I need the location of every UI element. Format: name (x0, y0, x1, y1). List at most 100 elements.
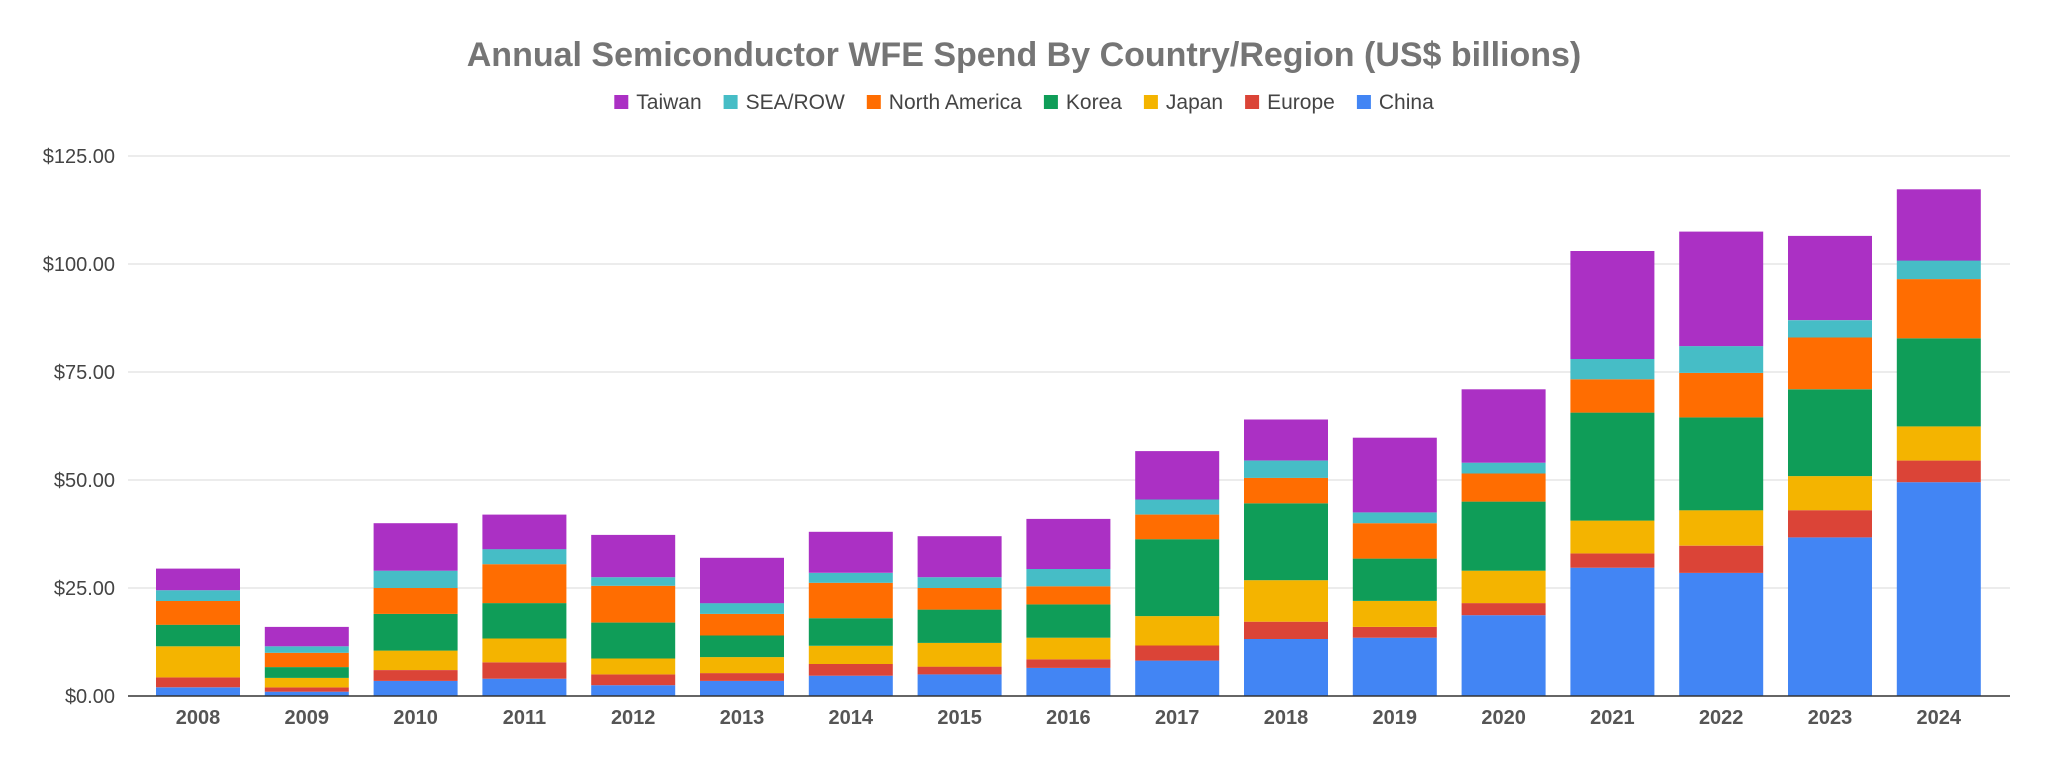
bar-segment-korea-2020 (1461, 501, 1546, 571)
bar-segment-japan-2015 (917, 642, 1002, 667)
x-tick-label: 2016 (1046, 707, 1091, 729)
bar-segment-sea-row-2014 (808, 572, 893, 583)
legend-label: Europe (1267, 91, 1335, 114)
bar-segment-japan-2014 (808, 645, 893, 664)
bar-segment-china-2014 (808, 675, 893, 696)
legend-item-taiwan: Taiwan (614, 91, 702, 114)
bar-segment-north-america-2014 (808, 582, 893, 619)
bar-segment-sea-row-2020 (1461, 462, 1546, 474)
bar-segment-japan-2012 (591, 658, 676, 675)
y-axis: $0.00 $25.00 $50.00 $75.00 $100.00 $125.00 (43, 146, 115, 708)
chart-title: Annual Semiconductor WFE Spend By Countr… (467, 36, 1581, 74)
bar-segment-europe-2016 (1026, 659, 1111, 668)
bar-segment-china-2009 (264, 691, 349, 696)
bar-segment-europe-2012 (591, 674, 676, 686)
bar-stack-2017 (1135, 451, 1220, 696)
bar-segment-taiwan-2018 (1244, 419, 1328, 461)
bar-segment-europe-2008 (156, 677, 240, 688)
bar-segment-taiwan-2013 (700, 557, 784, 604)
bar-segment-taiwan-2009 (264, 626, 349, 647)
x-tick-label: 2012 (611, 707, 656, 729)
bar-segment-north-america-2024 (1896, 279, 1981, 339)
x-tick-label: 2020 (1481, 707, 1526, 729)
bar-segment-korea-2009 (264, 667, 349, 678)
bar-segment-sea-row-2023 (1788, 320, 1872, 338)
bar-segment-japan-2016 (1026, 637, 1111, 660)
x-tick-label: 2013 (720, 707, 765, 729)
legend-label: Japan (1166, 91, 1223, 114)
bar-stack-2024 (1896, 189, 1981, 696)
bar-segment-taiwan-2024 (1896, 189, 1981, 261)
x-tick-label: 2008 (176, 707, 221, 729)
bar-segment-korea-2024 (1896, 338, 1981, 427)
bar-segment-taiwan-2020 (1461, 389, 1546, 463)
bar-segment-europe-2023 (1788, 510, 1872, 538)
bar-segment-sea-row-2008 (156, 590, 240, 601)
legend-item-sea-row: SEA/ROW (723, 91, 845, 114)
bar-segment-china-2023 (1788, 537, 1872, 696)
bar-segment-taiwan-2008 (156, 568, 240, 591)
bar-segment-europe-2017 (1135, 645, 1220, 661)
legend-label: Taiwan (636, 91, 701, 114)
bar-segment-north-america-2009 (264, 652, 349, 668)
legend-swatch (1043, 95, 1058, 109)
bar-stack-2019 (1352, 437, 1437, 696)
bar-segment-japan-2020 (1461, 570, 1546, 604)
legend-swatch (614, 95, 629, 109)
x-tick-label: 2017 (1155, 707, 1200, 729)
y-tick-label: $50.00 (54, 470, 115, 492)
bar-segment-japan-2021 (1570, 520, 1655, 554)
bar-segment-europe-2024 (1896, 460, 1981, 483)
bar-segment-europe-2020 (1461, 603, 1546, 616)
bar-segment-north-america-2012 (591, 585, 676, 623)
bars (156, 189, 1981, 696)
bar-stack-2013 (700, 557, 784, 696)
bar-segment-korea-2023 (1788, 389, 1872, 477)
legend-label: Korea (1066, 91, 1122, 114)
x-tick-label: 2022 (1699, 707, 1744, 729)
x-tick-label: 2019 (1373, 707, 1418, 729)
bar-segment-sea-row-2024 (1896, 260, 1981, 280)
bar-segment-sea-row-2012 (591, 577, 676, 586)
bar-segment-korea-2016 (1026, 604, 1111, 638)
bar-segment-europe-2010 (373, 670, 458, 681)
y-tick-label: $75.00 (54, 362, 115, 384)
bar-segment-china-2020 (1461, 615, 1546, 696)
bar-segment-china-2021 (1570, 567, 1655, 696)
x-tick-label: 2018 (1264, 707, 1309, 729)
bar-segment-japan-2019 (1352, 601, 1437, 627)
bar-segment-north-america-2011 (482, 564, 567, 604)
bar-segment-china-2016 (1026, 667, 1111, 696)
bar-segment-china-2011 (482, 678, 567, 696)
y-tick-label: $0.00 (65, 686, 115, 708)
bar-segment-north-america-2018 (1244, 477, 1328, 504)
bar-segment-north-america-2010 (373, 588, 458, 614)
bar-segment-china-2018 (1244, 639, 1328, 696)
bar-segment-korea-2019 (1352, 558, 1437, 601)
bar-segment-europe-2013 (700, 673, 784, 681)
bar-segment-europe-2021 (1570, 553, 1655, 568)
bar-stack-2023 (1788, 235, 1872, 696)
bar-segment-sea-row-2018 (1244, 460, 1328, 478)
y-tick-label: $100.00 (43, 254, 115, 276)
bar-segment-sea-row-2017 (1135, 499, 1220, 515)
legend-label: SEA/ROW (746, 91, 845, 114)
bar-segment-china-2019 (1352, 637, 1437, 696)
bar-stack-2016 (1026, 518, 1111, 696)
bar-segment-japan-2024 (1896, 426, 1981, 461)
bar-segment-europe-2019 (1352, 626, 1437, 638)
bar-segment-japan-2010 (373, 650, 458, 670)
legend-item-europe: Europe (1245, 91, 1335, 114)
bar-segment-china-2013 (700, 680, 784, 696)
bar-segment-korea-2011 (482, 603, 567, 639)
bar-segment-europe-2009 (264, 687, 349, 692)
bar-segment-europe-2015 (917, 666, 1002, 675)
bar-segment-china-2022 (1679, 572, 1764, 696)
bar-segment-korea-2015 (917, 609, 1002, 643)
legend-swatch (866, 95, 881, 109)
bar-segment-europe-2014 (808, 664, 893, 676)
legend-swatch (723, 95, 738, 109)
bar-segment-taiwan-2016 (1026, 518, 1111, 569)
